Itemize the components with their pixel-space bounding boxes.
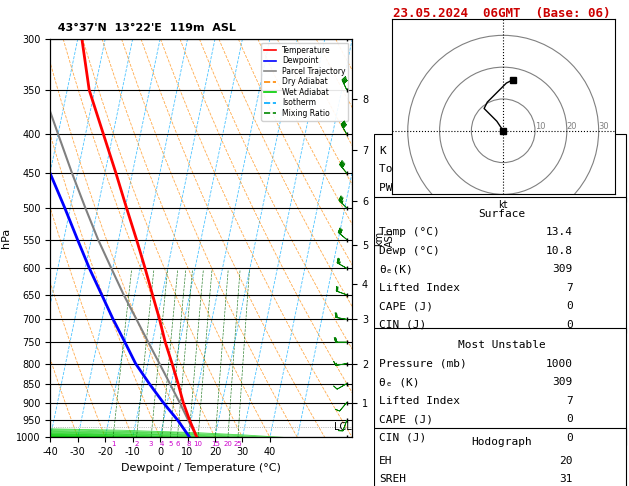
Text: 24: 24 — [559, 146, 573, 156]
Text: Dewp (°C): Dewp (°C) — [379, 246, 440, 256]
Text: 1: 1 — [111, 441, 115, 448]
Text: Lifted Index: Lifted Index — [379, 283, 460, 293]
Text: 0: 0 — [566, 301, 573, 312]
Text: Most Unstable: Most Unstable — [458, 340, 545, 350]
Text: 10.8: 10.8 — [546, 246, 573, 256]
Text: CAPE (J): CAPE (J) — [379, 414, 433, 424]
Text: 6: 6 — [175, 441, 180, 448]
Text: θₑ(K): θₑ(K) — [379, 264, 413, 275]
Text: CIN (J): CIN (J) — [379, 433, 426, 443]
FancyBboxPatch shape — [374, 428, 626, 486]
Text: 5: 5 — [168, 441, 172, 448]
Text: 8: 8 — [187, 441, 191, 448]
Text: Lifted Index: Lifted Index — [379, 396, 460, 406]
Text: θₑ (K): θₑ (K) — [379, 377, 420, 387]
Text: 20: 20 — [223, 441, 232, 448]
Text: 309: 309 — [553, 377, 573, 387]
Text: 23.05.2024  06GMT  (Base: 06): 23.05.2024 06GMT (Base: 06) — [393, 7, 610, 20]
Y-axis label: hPa: hPa — [1, 228, 11, 248]
Text: 0: 0 — [566, 433, 573, 443]
FancyBboxPatch shape — [374, 134, 626, 202]
Text: 0: 0 — [566, 414, 573, 424]
Text: EH: EH — [379, 456, 393, 466]
Text: 31: 31 — [559, 474, 573, 485]
X-axis label: kt: kt — [498, 200, 508, 210]
FancyBboxPatch shape — [374, 197, 626, 333]
Text: 44: 44 — [559, 164, 573, 174]
Text: 4: 4 — [160, 441, 164, 448]
Text: 25: 25 — [233, 441, 242, 448]
Text: 15: 15 — [211, 441, 220, 448]
Text: 10: 10 — [535, 122, 545, 131]
Y-axis label: km
ASL: km ASL — [374, 229, 396, 247]
Text: 20: 20 — [559, 456, 573, 466]
Text: Pressure (mb): Pressure (mb) — [379, 359, 467, 369]
FancyBboxPatch shape — [374, 328, 626, 445]
Text: LCL: LCL — [335, 422, 352, 433]
Text: 1000: 1000 — [546, 359, 573, 369]
Text: 0: 0 — [566, 320, 573, 330]
Text: 13.4: 13.4 — [546, 227, 573, 238]
Text: Temp (°C): Temp (°C) — [379, 227, 440, 238]
Text: Surface: Surface — [478, 209, 525, 219]
Legend: Temperature, Dewpoint, Parcel Trajectory, Dry Adiabat, Wet Adiabat, Isotherm, Mi: Temperature, Dewpoint, Parcel Trajectory… — [261, 43, 348, 121]
Text: Hodograph: Hodograph — [471, 437, 532, 448]
Text: 43°37'N  13°22'E  119m  ASL: 43°37'N 13°22'E 119m ASL — [50, 22, 237, 33]
Text: 10: 10 — [194, 441, 203, 448]
X-axis label: Dewpoint / Temperature (°C): Dewpoint / Temperature (°C) — [121, 463, 281, 473]
Text: 2.08: 2.08 — [546, 183, 573, 193]
Text: 309: 309 — [553, 264, 573, 275]
Text: K: K — [379, 146, 386, 156]
Text: 3: 3 — [149, 441, 153, 448]
Text: 30: 30 — [599, 122, 610, 131]
Text: 2: 2 — [135, 441, 139, 448]
Text: SREH: SREH — [379, 474, 406, 485]
Text: CIN (J): CIN (J) — [379, 320, 426, 330]
Text: 7: 7 — [566, 396, 573, 406]
Text: CAPE (J): CAPE (J) — [379, 301, 433, 312]
Text: 20: 20 — [567, 122, 577, 131]
Text: 7: 7 — [566, 283, 573, 293]
Text: PW (cm): PW (cm) — [379, 183, 426, 193]
Text: Totals Totals: Totals Totals — [379, 164, 467, 174]
